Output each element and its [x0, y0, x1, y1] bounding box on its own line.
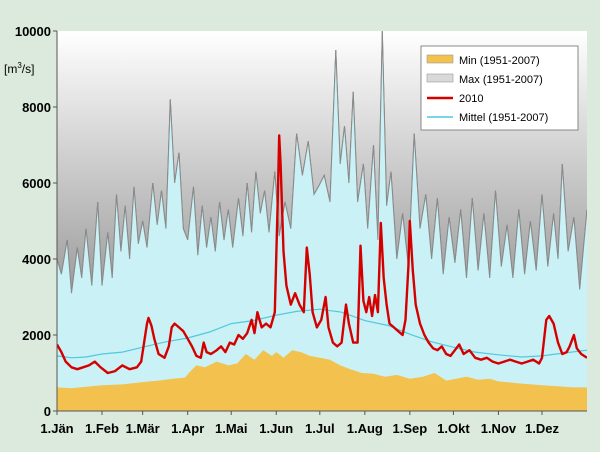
- x-tick-label-1-mai: 1.Mai: [215, 421, 248, 436]
- series-layer: [57, 31, 587, 411]
- y-ticks: 0 2000 4000 6000 8000 10000: [15, 24, 57, 419]
- x-tick-label-1-nov: 1.Nov: [481, 421, 517, 436]
- legend-label: Mittel (1951-2007): [459, 112, 548, 124]
- y-tick-label: 10000: [15, 24, 51, 39]
- series-range-fill: [57, 31, 587, 411]
- legend-item-mittel-1951-2007: Mittel (1951-2007): [427, 112, 548, 124]
- x-tick-label-1-jul: 1.Jul: [305, 421, 335, 436]
- legend-item-2010: 2010: [427, 93, 483, 105]
- x-tick-label-1-jun: 1.Jun: [259, 421, 293, 436]
- y-tick-label: 8000: [22, 100, 51, 115]
- x-tick-label-1-sep: 1.Sep: [393, 421, 428, 436]
- series-min-area: [57, 350, 587, 411]
- x-tick-label-1-m-r: 1.Mär: [126, 421, 160, 436]
- legend-label: Min (1951-2007): [459, 55, 540, 67]
- y-tick-label: 6000: [22, 176, 51, 191]
- series-2010-line: [57, 134, 587, 375]
- x-tick-label-1-apr: 1.Apr: [171, 421, 204, 436]
- y-tick-label: 4000: [22, 252, 51, 267]
- x-tick-label-1-feb: 1.Feb: [85, 421, 119, 436]
- y-tick-label: 0: [44, 404, 51, 419]
- legend-item-min-1951-2007: Min (1951-2007): [426, 54, 540, 67]
- x-tick-label-1-okt: 1.Okt: [437, 421, 470, 436]
- legend-item-max-1951-2007: Max (1951-2007): [426, 73, 543, 86]
- series-mean-line: [57, 308, 587, 359]
- y-axis-unit: [m3/s]: [4, 61, 34, 76]
- legend-swatch: [426, 73, 454, 83]
- x-ticks: 1.Jän 1.Feb 1.Mär 1.Apr 1.Mai 1.Jun 1.Jul 1.Aug…: [40, 411, 559, 436]
- legend-label: Max (1951-2007): [459, 74, 543, 86]
- x-tick-label-1-aug: 1.Aug: [347, 421, 383, 436]
- y-tick-label: 2000: [22, 328, 51, 343]
- y-axis-unit-superscript: 3: [17, 61, 22, 70]
- legend-label: 2010: [459, 93, 483, 105]
- x-tick-label-1-j-n: 1.Jän: [40, 421, 73, 436]
- x-tick-label-1-dez: 1.Dez: [525, 421, 559, 436]
- legend-swatch: [426, 54, 454, 64]
- series-max-line: [57, 31, 587, 294]
- legend: Min (1951-2007) Max (1951-2007) 2010 Mittel…: [420, 45, 579, 131]
